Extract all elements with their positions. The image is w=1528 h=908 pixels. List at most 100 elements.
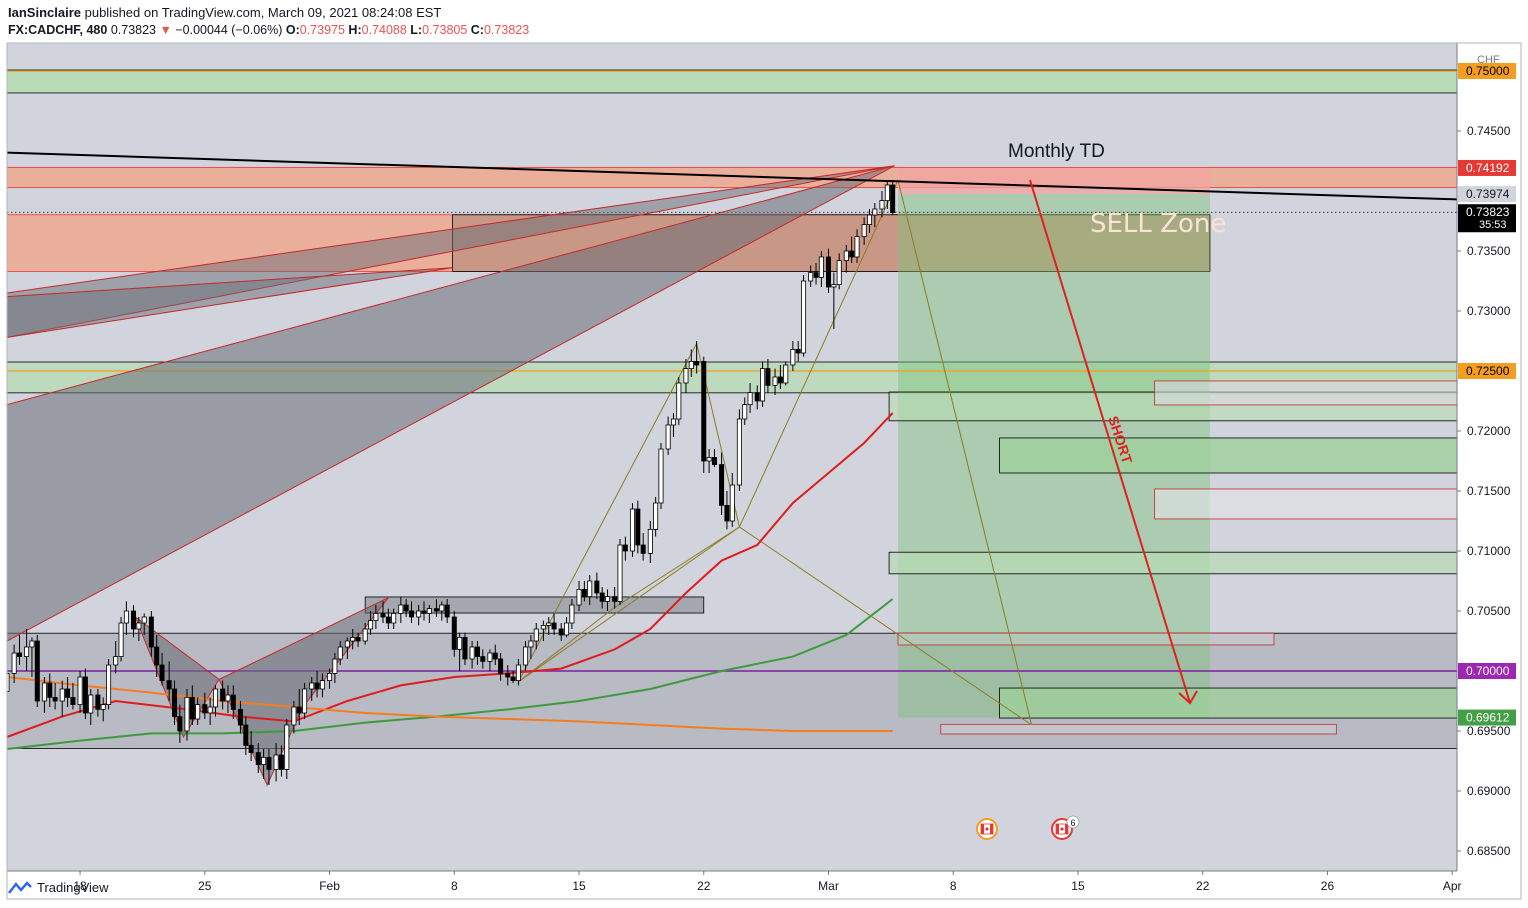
bear-candle[interactable] (34, 635, 40, 707)
bear-candle[interactable] (719, 452, 725, 515)
bull-candle[interactable] (118, 617, 124, 662)
bear-candle[interactable] (255, 743, 261, 773)
bear-candle[interactable] (777, 365, 783, 389)
bear-candle[interactable] (474, 641, 480, 665)
bear-candle[interactable] (70, 683, 76, 710)
bear-candle[interactable] (131, 605, 137, 638)
bear-candle[interactable] (558, 623, 564, 641)
bull-candle[interactable] (617, 539, 623, 605)
bear-candle[interactable] (498, 653, 504, 681)
bear-candle[interactable] (52, 683, 58, 710)
bull-candle[interactable] (836, 253, 842, 290)
bull-candle[interactable] (368, 611, 374, 635)
bear-candle[interactable] (599, 587, 605, 609)
bull-candle[interactable] (113, 641, 119, 674)
bear-candle[interactable] (421, 601, 427, 621)
bull-candle[interactable] (426, 605, 432, 623)
bear-candle[interactable] (492, 644, 498, 665)
bull-candle[interactable] (5, 661, 10, 701)
bear-candle[interactable] (754, 385, 760, 410)
bear-candle[interactable] (159, 653, 165, 686)
bull-candle[interactable] (688, 349, 694, 377)
events-layer[interactable]: 6 (976, 815, 1080, 840)
bear-candle[interactable] (380, 601, 386, 623)
bull-candle[interactable] (564, 617, 570, 638)
bear-candle[interactable] (765, 359, 771, 393)
bull-candle[interactable] (11, 644, 17, 683)
bull-candle[interactable] (457, 632, 463, 671)
bear-candle[interactable] (189, 685, 195, 725)
bear-candle[interactable] (355, 632, 361, 647)
bull-candle[interactable] (736, 409, 742, 491)
candles-layer[interactable] (5, 180, 896, 785)
bull-candle[interactable] (100, 697, 106, 722)
bull-candle[interactable] (801, 275, 807, 357)
bull-candle[interactable] (106, 659, 112, 710)
bull-candle[interactable] (123, 601, 129, 635)
bull-candle[interactable] (136, 617, 142, 641)
bear-candle[interactable] (480, 649, 486, 669)
bear-candle[interactable] (510, 671, 516, 683)
bear-candle[interactable] (16, 635, 22, 665)
bull-candle[interactable] (77, 671, 83, 713)
bull-candle[interactable] (783, 361, 789, 386)
bear-candle[interactable] (385, 608, 391, 629)
bear-candle[interactable] (724, 491, 730, 530)
bull-candle[interactable] (309, 677, 315, 701)
bear-candle[interactable] (635, 500, 641, 554)
bull-candle[interactable] (808, 265, 814, 287)
bull-candle[interactable] (212, 685, 218, 717)
bear-candle[interactable] (701, 356, 707, 473)
bull-candle[interactable] (59, 680, 65, 717)
bull-candle[interactable] (658, 443, 664, 509)
bull-candle[interactable] (469, 641, 475, 669)
bull-candle[interactable] (195, 697, 201, 725)
bull-candle[interactable] (866, 209, 872, 233)
bull-candle[interactable] (772, 368, 778, 395)
bull-candle[interactable] (523, 641, 529, 671)
bull-candle[interactable] (344, 637, 350, 659)
bull-candle[interactable] (587, 575, 593, 605)
bear-candle[interactable] (172, 680, 178, 725)
bear-candle[interactable] (433, 599, 439, 617)
bull-candle[interactable] (546, 617, 552, 635)
bull-candle[interactable] (647, 521, 653, 563)
bull-candle[interactable] (676, 377, 682, 425)
bull-candle[interactable] (184, 689, 190, 741)
bear-candle[interactable] (237, 701, 243, 734)
bull-candle[interactable] (319, 673, 325, 698)
bull-candle[interactable] (528, 635, 534, 659)
bull-candle[interactable] (41, 677, 47, 713)
bear-candle[interactable] (403, 599, 409, 617)
bear-candle[interactable] (711, 449, 717, 467)
bear-candle[interactable] (243, 716, 249, 755)
bull-candle[interactable] (854, 229, 860, 263)
bear-candle[interactable] (640, 533, 646, 561)
bull-candle[interactable] (391, 608, 397, 629)
bear-candle[interactable] (409, 601, 415, 623)
bear-candle[interactable] (296, 689, 302, 725)
bull-candle[interactable] (576, 581, 582, 611)
bear-candle[interactable] (444, 599, 450, 623)
bull-candle[interactable] (760, 361, 766, 407)
bull-candle[interactable] (29, 637, 35, 677)
bull-candle[interactable] (665, 416, 671, 455)
bear-candle[interactable] (451, 611, 457, 657)
bear-candle[interactable] (581, 581, 587, 602)
bear-candle[interactable] (813, 263, 819, 285)
bear-candle[interactable] (826, 248, 832, 293)
bear-candle[interactable] (612, 587, 618, 609)
bear-candle[interactable] (462, 632, 468, 665)
bull-candle[interactable] (861, 217, 867, 245)
bear-candle[interactable] (266, 749, 272, 785)
bear-candle[interactable] (694, 341, 700, 374)
bear-candle[interactable] (622, 536, 628, 561)
bear-candle[interactable] (65, 677, 71, 707)
footer-brand[interactable]: TradingView (8, 880, 109, 895)
bear-candle[interactable] (230, 685, 236, 719)
bear-candle[interactable] (177, 704, 183, 743)
bull-candle[interactable] (487, 649, 493, 671)
bear-candle[interactable] (314, 671, 320, 698)
bull-candle[interactable] (670, 413, 676, 437)
